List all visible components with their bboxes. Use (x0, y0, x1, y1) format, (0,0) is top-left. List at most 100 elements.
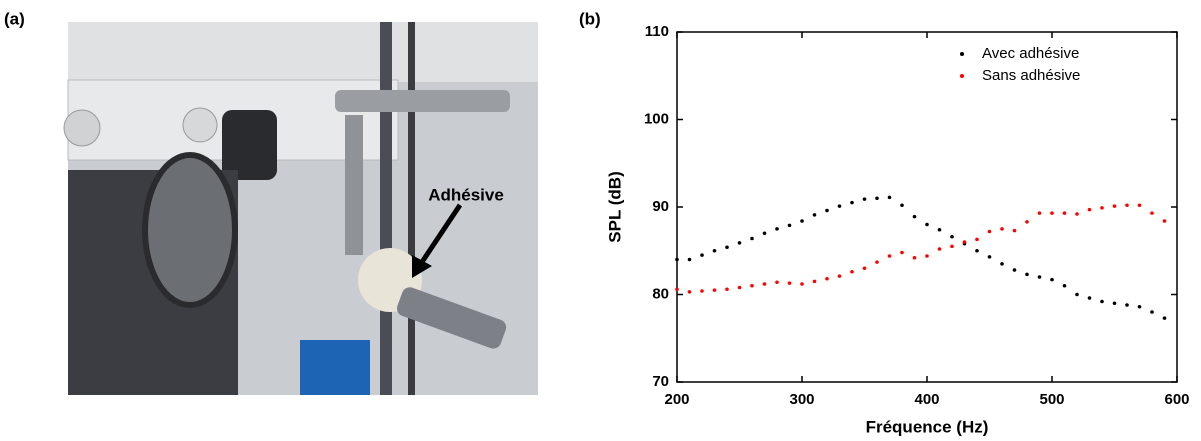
point (787, 281, 792, 285)
point (775, 280, 779, 285)
arrow-head (412, 255, 432, 278)
x-tick-label: 500 (1039, 391, 1064, 408)
point (700, 253, 704, 257)
tube (345, 115, 363, 255)
arrow (419, 203, 463, 264)
point (937, 247, 942, 251)
point (1075, 212, 1079, 216)
point (775, 227, 779, 231)
point (812, 279, 817, 284)
point (750, 283, 754, 288)
point (862, 197, 867, 201)
photo: Adhésive (63, 22, 538, 395)
point (1150, 310, 1154, 314)
point (887, 195, 892, 200)
point (762, 282, 767, 286)
point (1137, 304, 1142, 309)
point (1012, 268, 1017, 272)
legend-label: Sans adhésive (982, 67, 1080, 84)
point (1162, 219, 1167, 223)
point (1112, 301, 1117, 306)
panel-label: (b) (579, 9, 601, 28)
point (962, 240, 967, 244)
point (725, 245, 729, 250)
point (1112, 204, 1117, 208)
legend-label: Avec adhésive (982, 45, 1079, 62)
point (850, 200, 854, 205)
legend-marker (960, 74, 964, 78)
wall-top (68, 22, 538, 82)
holder (396, 287, 507, 349)
x-axis-label: Fréquence (Hz) (866, 417, 989, 436)
legend-marker (960, 52, 964, 56)
point (700, 289, 704, 293)
x-tick-label: 200 (664, 391, 689, 408)
point (975, 248, 979, 253)
point (1125, 303, 1129, 307)
point (1025, 220, 1029, 224)
point (837, 204, 842, 208)
point (1037, 275, 1042, 279)
point (712, 248, 717, 253)
photo-annotation: Adhésive (428, 185, 504, 204)
base (300, 340, 370, 395)
point (1137, 203, 1142, 208)
point (762, 231, 767, 236)
speaker (142, 152, 238, 308)
plug (222, 110, 277, 180)
point (825, 276, 829, 281)
point (862, 266, 867, 271)
x-tick-label: 400 (914, 391, 939, 408)
point (1050, 277, 1054, 282)
point (712, 288, 717, 292)
x-tick-label: 600 (1164, 391, 1189, 408)
point (1050, 211, 1054, 215)
point (687, 257, 692, 262)
y-axis-label: SPL (dB) (605, 171, 624, 242)
point (1100, 206, 1104, 210)
point (1062, 211, 1067, 215)
point (987, 255, 992, 259)
rod (408, 22, 415, 395)
point (675, 287, 679, 292)
point (900, 250, 904, 255)
point (850, 269, 854, 274)
chart: 200 300 400 500 600 70 80 90 100 110 Fréquence (Hz… (605, 23, 1189, 437)
point (1162, 316, 1167, 320)
y-tick-label: 70 (652, 373, 669, 390)
point (1150, 211, 1154, 215)
y-tick-label: 100 (644, 110, 669, 127)
clamp (335, 90, 510, 112)
rod (380, 22, 392, 395)
y-tick-label: 80 (652, 285, 669, 302)
point (1087, 296, 1092, 300)
point (875, 196, 879, 201)
x-tick-label: 300 (789, 391, 814, 408)
y-tick-label: 90 (652, 198, 669, 215)
point (975, 237, 979, 242)
point (900, 203, 904, 208)
point (825, 208, 829, 213)
point (725, 287, 729, 292)
point (750, 236, 754, 241)
point (1100, 299, 1104, 304)
point (925, 222, 929, 227)
point (875, 260, 879, 264)
point (1075, 292, 1079, 297)
point (937, 227, 942, 232)
point (1000, 262, 1004, 266)
point (1025, 272, 1029, 277)
point (1087, 207, 1092, 212)
socket (182, 107, 218, 143)
point (950, 234, 954, 239)
y-tick-label: 110 (645, 23, 669, 40)
panel-label: (a) (4, 9, 25, 28)
socket (63, 109, 101, 147)
point (1037, 211, 1042, 215)
point (837, 274, 842, 278)
point (1125, 203, 1129, 208)
point (912, 214, 917, 219)
point (812, 213, 817, 217)
point (737, 285, 742, 290)
